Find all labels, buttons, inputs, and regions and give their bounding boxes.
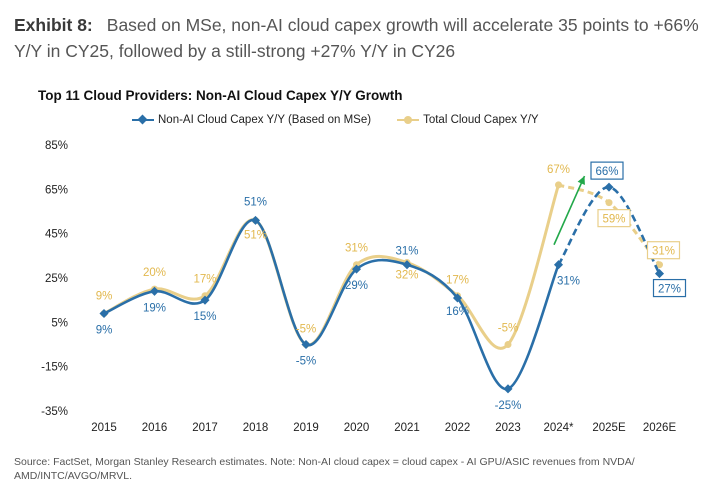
x-tick-label: 2020: [344, 422, 370, 434]
non-ai-point: [604, 182, 614, 192]
total-point: [656, 261, 663, 269]
non-ai-data-label-2026e: 27%: [658, 284, 681, 296]
total-point: [555, 181, 562, 189]
non-ai-data-label: 31%: [395, 246, 418, 258]
x-tick-label: 2026E: [643, 422, 677, 434]
x-tick-label: 2025E: [592, 422, 626, 434]
exhibit-header: Exhibit 8: Based on MSe, non-AI cloud cap…: [14, 12, 704, 64]
non-ai-data-label: 51%: [244, 196, 267, 208]
x-tick-label: 2021: [394, 422, 420, 434]
legend-item-total: Total Cloud Capex Y/Y: [397, 114, 539, 126]
non-ai-data-label: 15%: [193, 311, 216, 323]
total-data-label: 67%: [547, 164, 570, 176]
y-tick-label: 85%: [45, 140, 68, 152]
non-ai-point: [654, 269, 665, 279]
non-ai-point: [149, 286, 160, 296]
y-tick-label: 45%: [45, 229, 68, 241]
x-tick-label: 2016: [142, 422, 168, 434]
total-data-label: 20%: [143, 267, 166, 279]
growth-arrow-head: [577, 176, 585, 185]
total-data-label: -5%: [498, 323, 518, 335]
y-tick-label: -35%: [41, 406, 68, 418]
chart-title: Top 11 Cloud Providers: Non-AI Cloud Cap…: [38, 88, 403, 103]
non-ai-data-label: 29%: [345, 280, 368, 292]
non-ai-data-label: 19%: [143, 302, 166, 314]
x-tick-label: 2019: [293, 422, 319, 434]
total-data-label-2026e-box: [646, 241, 681, 260]
non-ai-data-label: 31%: [557, 276, 580, 288]
total-data-label: 9%: [96, 290, 113, 302]
exhibit-label: Exhibit 8:: [14, 15, 93, 35]
legend-label-non-ai: Non-AI Cloud Capex Y/Y (Based on MSe): [158, 114, 372, 126]
y-tick-label: 25%: [45, 273, 68, 285]
x-tick-label: 2015: [91, 422, 117, 434]
non-ai-series-line: [103, 219, 560, 391]
x-tick-label: 2023: [495, 422, 521, 434]
legend-swatch-non-ai: [132, 114, 154, 125]
non-ai-data-label-2026e-box: [652, 278, 687, 298]
legend-item-non-ai: Non-AI Cloud Capex Y/Y (Based on MSe): [132, 114, 371, 126]
exhibit-text: Based on MSe, non-AI cloud capex growth …: [14, 15, 699, 61]
total-data-label-2026e: 31%: [652, 246, 675, 258]
x-tick-label: 2024*: [543, 422, 574, 434]
x-tick-label: 2022: [445, 422, 471, 434]
total-data-label-2025e: 59%: [602, 214, 625, 226]
x-tick-label: 2018: [243, 422, 269, 434]
x-tick-label: 2017: [192, 422, 218, 434]
chart-legend: Non-AI Cloud Capex Y/Y (Based on MSe) To…: [132, 114, 539, 126]
non-ai-data-label-2025e: 66%: [595, 166, 618, 178]
non-ai-data-label: 9%: [96, 324, 113, 336]
source-note: Source: FactSet, Morgan Stanley Research…: [14, 456, 635, 482]
legend-swatch-total: [397, 115, 420, 125]
total-data-label: 51%: [244, 229, 267, 241]
non-ai-data-label-2025e-box: [590, 161, 624, 180]
total-data-label: 32%: [395, 269, 418, 281]
total-point: [605, 199, 613, 207]
y-tick-label: -15%: [41, 362, 68, 374]
total-data-label: 17%: [193, 274, 216, 286]
total-data-label-2025e-box: [597, 209, 631, 228]
growth-arrow-line: [553, 175, 586, 246]
legend-label-total: Total Cloud Capex Y/Y: [423, 114, 539, 126]
non-ai-data-label: 16%: [446, 306, 469, 318]
non-ai-data-label: -5%: [296, 356, 316, 368]
non-ai-data-label: -25%: [495, 400, 522, 412]
total-data-label: -5%: [296, 324, 316, 336]
total-data-label: 31%: [345, 243, 368, 255]
non-ai-point: [200, 295, 210, 305]
total-series-line: [103, 184, 560, 350]
y-tick-label: 5%: [51, 317, 68, 329]
total-point: [504, 341, 512, 348]
y-tick-label: 65%: [45, 184, 68, 196]
total-data-label: 17%: [446, 275, 469, 287]
